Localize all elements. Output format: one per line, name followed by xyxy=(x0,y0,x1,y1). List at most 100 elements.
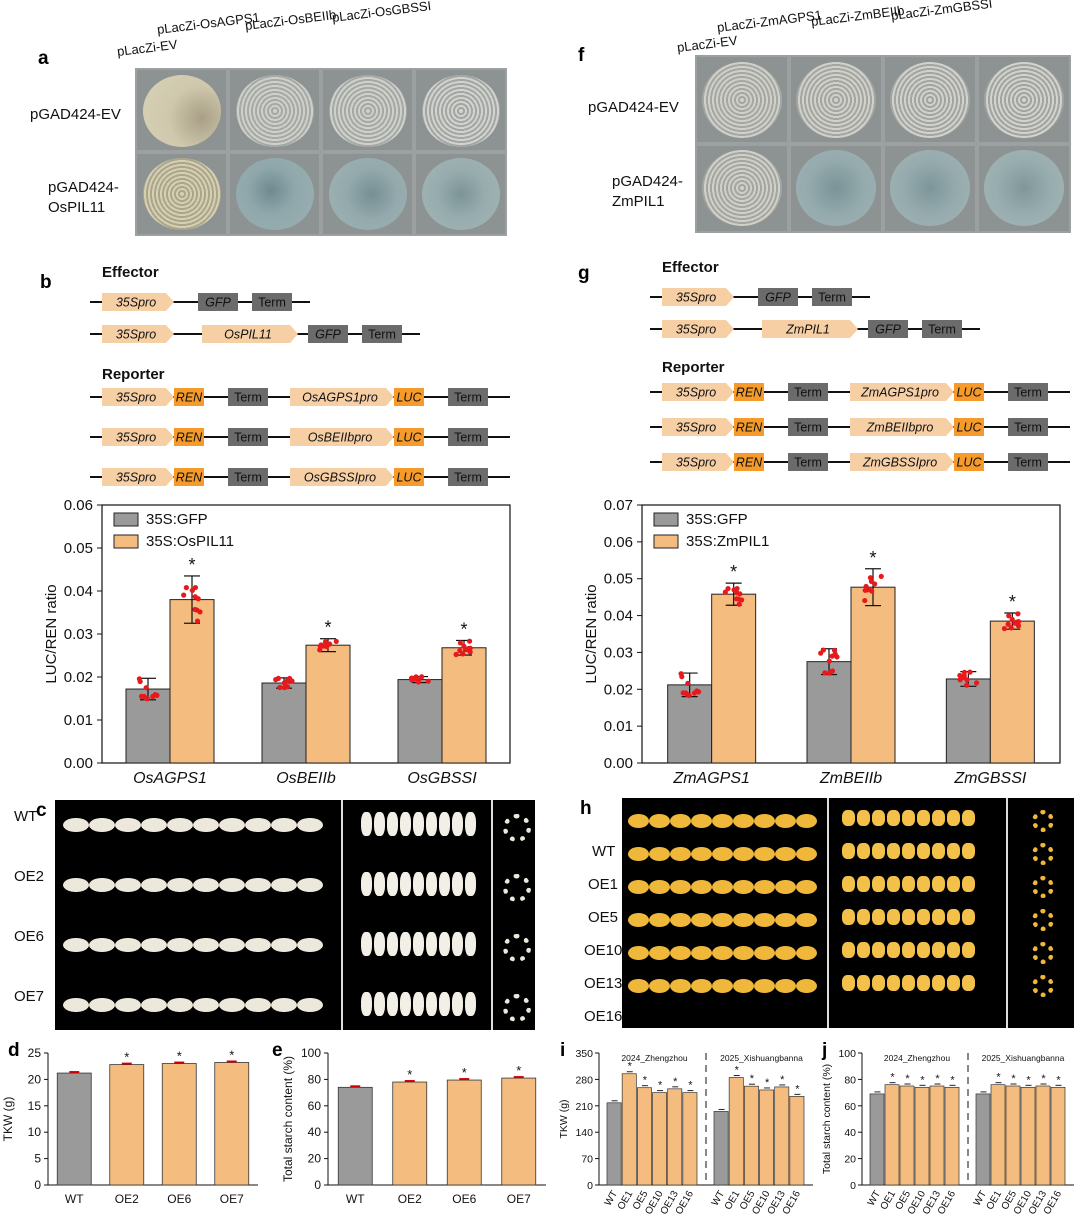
significance-star: * xyxy=(780,1074,785,1086)
grain xyxy=(193,878,219,892)
grain xyxy=(712,814,733,828)
x-tick-label: OsBEIIb xyxy=(276,770,336,785)
grain xyxy=(712,880,733,894)
promoter-box xyxy=(662,383,734,401)
data-dot xyxy=(460,651,466,657)
gene-box-label: OsPIL11 xyxy=(224,328,272,342)
promoter-box-label: 35Spro xyxy=(676,386,716,400)
grain xyxy=(670,913,691,927)
y-tick-label: 0.05 xyxy=(64,540,93,557)
panel-letter-d: d xyxy=(8,1040,20,1061)
grain xyxy=(857,909,870,925)
bar xyxy=(682,1092,698,1186)
luc-box-label: LUC xyxy=(396,431,422,445)
grain xyxy=(962,909,975,925)
y-tick-label: 15 xyxy=(28,1099,42,1113)
group-label: 2024_Zhengzhou xyxy=(884,1053,950,1063)
grain xyxy=(413,992,424,1016)
grain xyxy=(628,814,649,828)
grain xyxy=(857,942,870,958)
data-dot xyxy=(686,692,692,699)
grain xyxy=(872,876,885,892)
term-box-label: Term xyxy=(1014,456,1042,470)
bar xyxy=(125,688,171,764)
grain xyxy=(426,812,437,836)
reporter-promoter-box-label: OsAGPS1pro xyxy=(302,391,378,405)
gfp-box xyxy=(308,325,348,343)
grain xyxy=(361,992,372,1016)
grain xyxy=(413,812,424,836)
bar xyxy=(441,647,487,764)
plate-cell xyxy=(885,57,975,142)
line-label: OE7 xyxy=(14,988,45,1005)
grain-rosette xyxy=(503,874,531,902)
x-tick-label: WT xyxy=(346,1192,365,1206)
grain-rosette xyxy=(503,814,531,842)
grain-rosette xyxy=(503,994,531,1022)
grain xyxy=(219,878,245,892)
promoter-box-label: 35Spro xyxy=(116,471,156,485)
y-tick-label: 210 xyxy=(575,1101,593,1113)
grain xyxy=(374,992,385,1016)
grain xyxy=(712,847,733,861)
term-box-label: Term xyxy=(234,431,262,445)
term-box xyxy=(812,288,852,306)
rice-grain-photo xyxy=(55,800,535,1030)
significance-star: * xyxy=(462,1065,467,1080)
significance-star: * xyxy=(1056,1074,1061,1086)
grain xyxy=(947,909,960,925)
data-dot xyxy=(736,601,742,607)
grain xyxy=(691,847,712,861)
grain xyxy=(733,880,754,894)
reporter-title: Reporter xyxy=(662,359,725,376)
grain xyxy=(932,975,945,991)
significance-star: * xyxy=(869,548,876,568)
grain xyxy=(297,938,323,952)
data-dot xyxy=(1001,625,1008,632)
y-axis-label: Total starch content (%) xyxy=(281,1056,295,1182)
grain xyxy=(670,814,691,828)
grain xyxy=(452,992,463,1016)
grain xyxy=(361,872,372,896)
x-tick-label: ZmGBSSI xyxy=(953,770,1027,785)
y-tick-label: 20 xyxy=(308,1152,322,1166)
y-tick-label: 280 xyxy=(575,1074,593,1086)
bar xyxy=(944,1086,960,1186)
grain xyxy=(842,975,855,991)
photo-divider xyxy=(491,800,493,1030)
gfp-box-label: GFP xyxy=(315,328,341,342)
gfp-box-label: GFP xyxy=(765,291,791,305)
promoter-box-label: 35Spro xyxy=(116,391,156,405)
photo-divider xyxy=(341,800,343,1030)
grain xyxy=(452,872,463,896)
grain xyxy=(193,818,219,832)
term-box-label: Term xyxy=(928,323,956,337)
term-box xyxy=(788,418,828,436)
significance-star: * xyxy=(750,1073,755,1085)
line-label: WT xyxy=(14,808,38,825)
grain xyxy=(271,818,297,832)
significance-star: * xyxy=(1041,1073,1046,1085)
data-dot xyxy=(277,684,283,691)
term-box xyxy=(448,428,488,446)
data-dot xyxy=(826,658,832,664)
grain xyxy=(649,847,670,861)
grain xyxy=(872,942,885,958)
grain xyxy=(63,818,89,832)
grain xyxy=(775,913,796,927)
grain xyxy=(628,979,649,993)
grain xyxy=(670,946,691,960)
significance-star: * xyxy=(730,562,737,582)
significance-star: * xyxy=(124,1050,129,1065)
grain xyxy=(842,942,855,958)
bar xyxy=(945,678,991,764)
x-tick-label: WT xyxy=(65,1192,84,1206)
term-box xyxy=(1008,453,1048,471)
grain xyxy=(628,946,649,960)
significance-star: * xyxy=(516,1063,521,1078)
promoter-box-label: 35Spro xyxy=(676,323,716,337)
grain xyxy=(902,843,915,859)
grain xyxy=(670,880,691,894)
grain xyxy=(917,843,930,859)
line-label: WT xyxy=(592,843,616,860)
